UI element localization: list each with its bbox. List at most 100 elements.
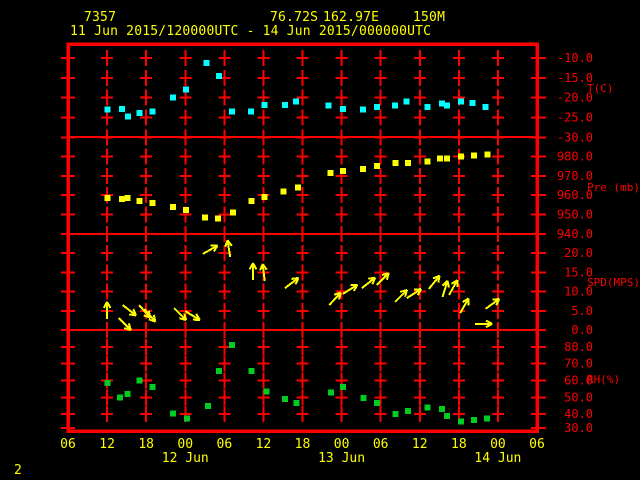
wind-arrow-shaft	[122, 304, 137, 317]
relative-humidity-point	[360, 395, 367, 402]
y-tick-label: -15.0	[557, 71, 593, 85]
x-hour-label: 12	[256, 437, 272, 452]
wind-arrow-shaft	[226, 240, 232, 258]
wind-arrow-barb	[179, 317, 187, 322]
plot-border	[66, 42, 539, 433]
temperature-point	[325, 102, 332, 109]
wind-arrow-barb	[485, 322, 493, 329]
temperature-point	[469, 99, 476, 106]
pressure-point	[182, 206, 189, 213]
panel-axis-title: RH(%)	[587, 373, 620, 386]
wind-arrow-shaft	[376, 272, 390, 286]
pressure-point	[248, 198, 255, 205]
temperature-point	[444, 102, 451, 109]
station-id: 7357	[84, 10, 117, 25]
wind-arrow-barb	[446, 280, 450, 288]
relative-humidity-point	[424, 404, 431, 411]
relative-humidity-point	[117, 394, 124, 401]
wind-arrow-shaft	[284, 277, 300, 289]
wind-arrow-shaft	[361, 276, 376, 289]
y-tick-label: 10.0	[564, 285, 593, 299]
x-hour-label: 12	[412, 437, 428, 452]
panel-axis-title: SPD(MPS)	[587, 276, 640, 289]
temperature-point	[360, 106, 367, 113]
wind-arrow-shaft	[428, 275, 441, 290]
temperature-point	[403, 98, 410, 105]
pressure-point	[201, 214, 208, 221]
wind-arrow-barb	[495, 298, 501, 306]
pressure-point	[470, 152, 477, 159]
y-tick-label: 5.0	[571, 304, 593, 318]
y-tick-label: 0.0	[571, 323, 593, 337]
temperature-point	[216, 72, 223, 79]
relative-humidity-point	[373, 400, 380, 407]
wind-arrow-shaft	[342, 284, 358, 295]
pressure-point	[104, 195, 111, 202]
y-tick-label: 30.0	[564, 421, 593, 435]
pressure-point	[229, 209, 236, 216]
wind-arrow-barb	[123, 327, 132, 332]
pressure-point	[149, 199, 156, 206]
wind-arrow-barb	[416, 288, 423, 296]
pressure-point	[214, 215, 221, 222]
relative-humidity-point	[136, 377, 143, 384]
wind-arrow-shaft	[173, 307, 187, 321]
wind-arrow-shaft	[394, 289, 408, 303]
x-date-label: 13 Jun	[318, 451, 365, 466]
y-tick-label: 980.0	[557, 149, 593, 163]
y-tick-label: -30.0	[557, 130, 593, 144]
pressure-point	[294, 184, 301, 191]
panel-axis-title: T(C)	[587, 82, 614, 95]
y-tick-label: 50.0	[564, 390, 593, 404]
pressure-point	[124, 195, 131, 202]
wind-arrow-shaft	[328, 291, 342, 306]
page-number: 2	[14, 463, 23, 478]
wind-arrow-shaft	[484, 298, 500, 310]
pressure-point	[444, 155, 451, 162]
relative-humidity-point	[392, 411, 399, 418]
temperature-point	[182, 86, 189, 93]
x-hour-label: 06	[60, 437, 76, 452]
y-tick-label: 40.0	[564, 407, 593, 421]
temperature-point	[339, 105, 346, 112]
relative-humidity-point	[184, 415, 191, 422]
station-latitude: 76.72S	[270, 10, 319, 25]
temperature-point	[124, 113, 131, 120]
x-hour-label: 00	[334, 437, 350, 452]
pressure-point	[405, 160, 412, 167]
temperature-point	[104, 106, 111, 113]
relative-humidity-point	[405, 407, 412, 414]
wind-arrow-barb	[226, 239, 233, 247]
y-tick-label: 60.0	[564, 374, 593, 388]
relative-humidity-point	[470, 417, 477, 424]
pressure-point	[457, 153, 464, 160]
wind-arrow-shaft	[184, 310, 201, 321]
wind-arrow-barb	[353, 284, 359, 292]
x-hour-label: 18	[138, 437, 154, 452]
x-hour-label: 18	[451, 437, 467, 452]
panel-axis-title: Pre (mb)	[587, 181, 640, 194]
pressure-point	[373, 163, 380, 170]
y-tick-label: -20.0	[557, 91, 593, 105]
pressure-point	[169, 203, 176, 210]
station-longitude: 162.97E	[323, 10, 380, 25]
x-date-label: 14 Jun	[474, 451, 521, 466]
x-hour-label: 06	[529, 437, 545, 452]
wind-arrow-barb	[213, 244, 219, 252]
x-hour-label: 12	[99, 437, 115, 452]
relative-humidity-point	[328, 389, 335, 396]
wind-arrow-barb	[106, 301, 112, 309]
temperature-point	[119, 105, 126, 112]
y-tick-label: 970.0	[557, 169, 593, 183]
wind-arrow-shaft	[143, 308, 157, 323]
x-hour-label: 06	[373, 437, 389, 452]
pressure-point	[339, 167, 346, 174]
relative-humidity-point	[149, 384, 156, 391]
wind-arrow-shaft	[459, 297, 470, 314]
pressure-point	[424, 158, 431, 165]
y-tick-label: 950.0	[557, 208, 593, 222]
relative-humidity-point	[205, 402, 212, 409]
temperature-point	[438, 100, 445, 107]
wind-arrow-shaft	[406, 288, 422, 299]
